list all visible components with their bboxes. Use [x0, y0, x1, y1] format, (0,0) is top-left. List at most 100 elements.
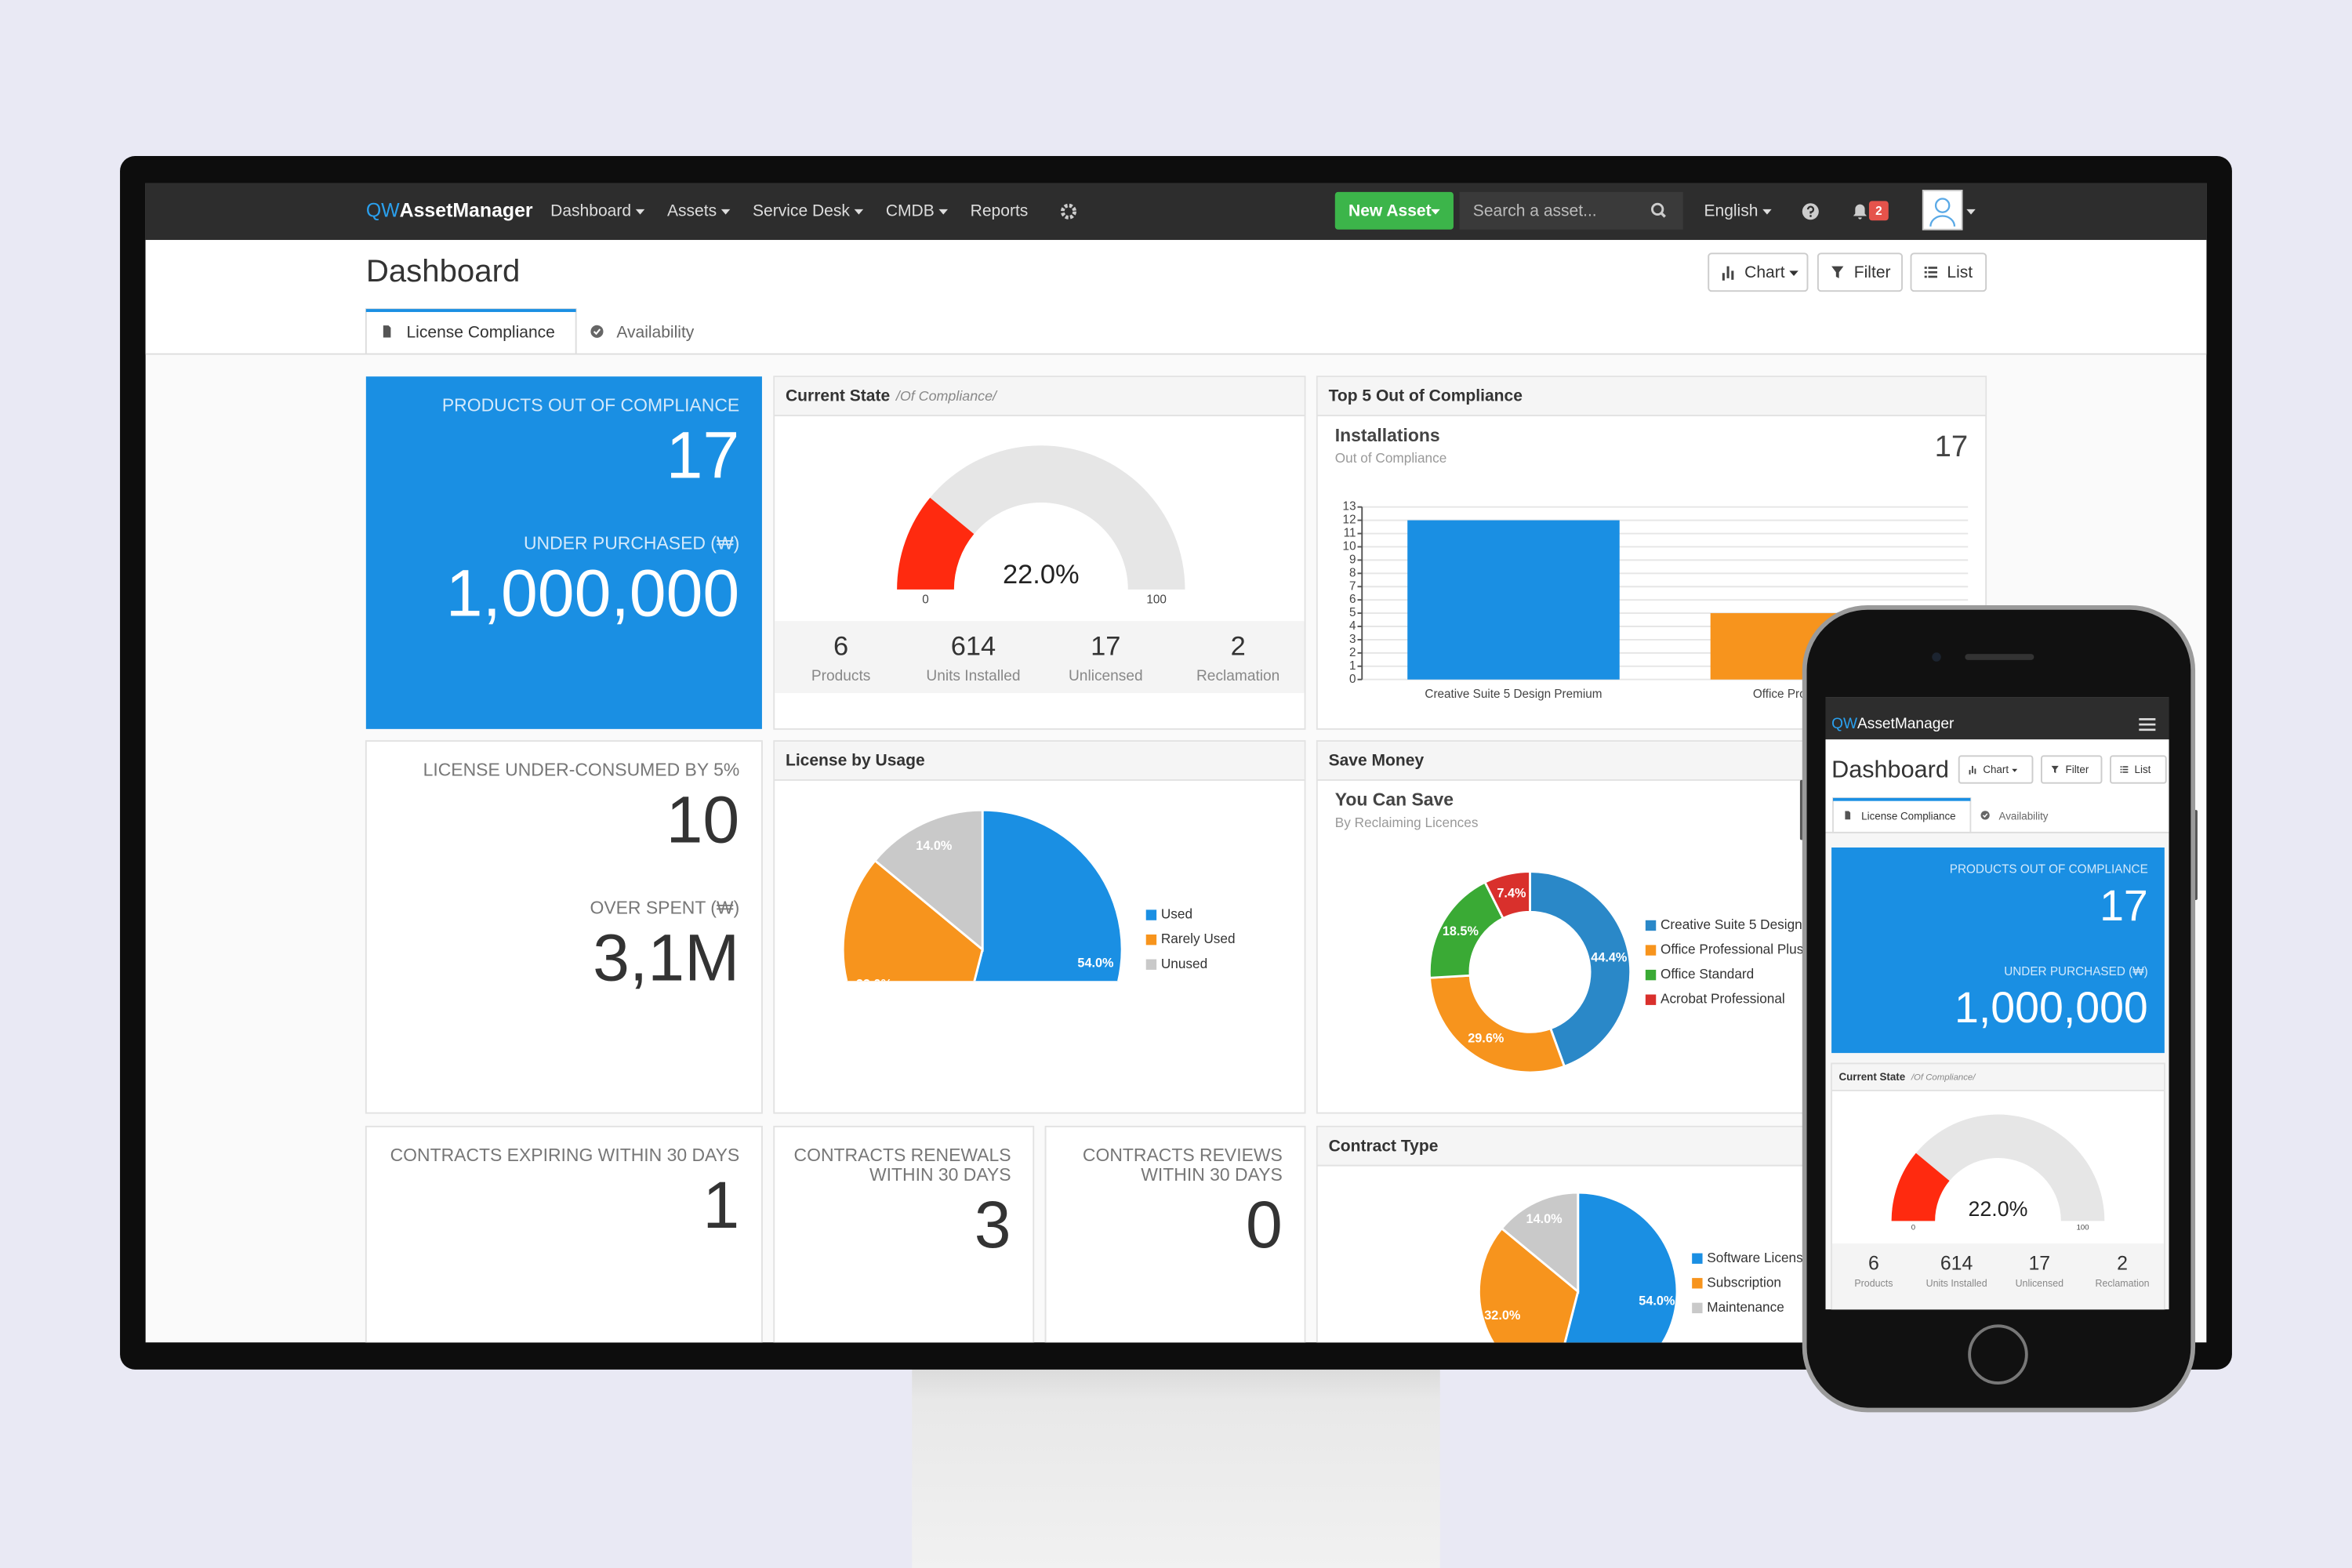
- slice-label: 44.4%: [1591, 950, 1628, 964]
- legend-swatch: [1145, 909, 1157, 920]
- legend-label: Rarely Used: [1161, 931, 1236, 946]
- kpi-value: 17: [666, 419, 740, 492]
- avatar[interactable]: [1922, 190, 1963, 230]
- toolbar-button[interactable]: [2110, 755, 2167, 784]
- check-icon: [593, 328, 601, 336]
- bell-icon[interactable]: [1853, 204, 1867, 220]
- caret-icon: [938, 209, 948, 215]
- nav-menu-item[interactable]: CMDB: [886, 201, 935, 220]
- panel-header: [775, 742, 1305, 781]
- stat-label: Units Installed: [926, 668, 1020, 684]
- y-tick-label: 10: [1343, 540, 1356, 554]
- new-asset-button[interactable]: [1334, 191, 1454, 230]
- toolbar-button[interactable]: [1910, 252, 1987, 292]
- phone-home-button[interactable]: [1968, 1324, 2028, 1385]
- y-tick-label: 11: [1344, 527, 1356, 540]
- list-icon: [2120, 766, 2122, 768]
- gauge-tick-label: 0: [1911, 1224, 1915, 1232]
- stat-value: 2: [1231, 632, 1246, 662]
- notification-badge: [1868, 201, 1889, 221]
- list-icon: [2122, 771, 2129, 773]
- panel-heading: Installations: [1335, 425, 1440, 445]
- legend-swatch: [1645, 920, 1657, 931]
- help-icon: [1806, 205, 1815, 214]
- menu-icon[interactable]: [2139, 728, 2156, 731]
- kpi-label: LICENSE UNDER-CONSUMED BY 5%: [423, 759, 740, 779]
- stat-value: 2: [2117, 1252, 2128, 1274]
- kpi-value: 10: [666, 783, 740, 857]
- notification-count: 2: [1875, 205, 1882, 218]
- legend-label: Subscription: [1707, 1274, 1781, 1290]
- pie-slice: [1529, 870, 1632, 1069]
- brand-name: AssetManager: [400, 199, 533, 221]
- list-icon: [1924, 270, 1927, 274]
- pie-slice: [1563, 1191, 1679, 1343]
- gauge-track: [1891, 1114, 2105, 1221]
- legend-label: Office Standard: [1661, 966, 1754, 982]
- kpi-value: 1,000,000: [446, 557, 739, 630]
- legend-label: Unused: [1161, 956, 1207, 971]
- panel-title: Current State: [786, 387, 890, 405]
- y-tick-label: 2: [1349, 646, 1356, 659]
- search-box[interactable]: [1459, 191, 1683, 230]
- toolbar-button[interactable]: [2040, 755, 2103, 784]
- desktop-screen: QW AssetManager Dashboard Assets Service Des…: [145, 183, 2207, 1343]
- toolbar-button[interactable]: [1958, 755, 2034, 784]
- kpi-value: 17: [2100, 881, 2148, 930]
- kpi-card: [365, 376, 762, 729]
- kpi-card: [365, 1125, 763, 1343]
- list-icon: [1924, 275, 1927, 278]
- search-placeholder: Search a asset...: [1473, 201, 1597, 220]
- toolbar-button[interactable]: [1817, 252, 1903, 292]
- kpi-label: CONTRACTS EXPIRING WITHIN 30 DAYS: [390, 1145, 740, 1165]
- slice-label: 14.0%: [916, 839, 953, 853]
- page-title: Dashboard: [1831, 757, 1949, 783]
- legend-swatch: [1645, 945, 1657, 956]
- stat-label: Units Installed: [1926, 1278, 1987, 1289]
- kpi-card: [1044, 1125, 1306, 1343]
- y-tick-label: 4: [1349, 619, 1356, 633]
- nav-menu-item[interactable]: Dashboard: [550, 201, 631, 220]
- caret-icon: [1966, 209, 1976, 215]
- kpi-label: WITHIN 30 DAYS: [1141, 1164, 1283, 1185]
- y-tick-label: 8: [1349, 566, 1356, 579]
- chart-icon: [1969, 770, 1971, 775]
- toolbar-button-label: List: [1947, 263, 1973, 281]
- legend-swatch: [1645, 969, 1657, 981]
- panel-title: Save Money: [1329, 752, 1425, 770]
- brand-name: AssetManager: [1857, 716, 1955, 732]
- pie-slice: [1483, 870, 1531, 920]
- check-icon: [1982, 813, 1988, 818]
- pie-slice: [973, 808, 1123, 982]
- stat-value: 6: [833, 632, 848, 662]
- slice-label: 54.0%: [1639, 1294, 1675, 1308]
- kpi-label: PRODUCTS OUT OF COMPLIANCE: [442, 395, 739, 416]
- legend-label: Acrobat Professional: [1661, 991, 1785, 1007]
- slice-label: 18.5%: [1443, 924, 1479, 938]
- toolbar-button[interactable]: [1708, 252, 1809, 292]
- monitor-stand: [912, 1357, 1440, 1568]
- kpi-label: CONTRACTS REVIEWS: [1083, 1145, 1283, 1165]
- list-icon: [1928, 267, 1937, 269]
- language-menu[interactable]: English: [1704, 201, 1758, 220]
- kpi-label: UNDER PURCHASED (₩): [2004, 965, 2148, 978]
- toolbar-button-label: Chart: [1744, 263, 1785, 281]
- nav-menu-item[interactable]: Reports: [971, 201, 1029, 220]
- slice-label: 32.0%: [1484, 1308, 1521, 1323]
- nav-menu-item[interactable]: Service Desk: [753, 201, 850, 220]
- menu-icon[interactable]: [2139, 718, 2156, 720]
- slice-label: 14.0%: [1526, 1212, 1563, 1226]
- menu-icon[interactable]: [2139, 723, 2156, 726]
- settings-icon[interactable]: [1060, 203, 1077, 220]
- kpi-label: WITHIN 30 DAYS: [869, 1164, 1011, 1185]
- bar: [1407, 520, 1620, 680]
- panel-subtitle: /Of Compliance/: [895, 388, 998, 404]
- toolbar-button-label: Chart: [1983, 764, 2009, 775]
- chart-icon: [1722, 273, 1725, 281]
- nav-menu-item[interactable]: Assets: [667, 201, 717, 220]
- slice-label: 54.0%: [1077, 956, 1114, 971]
- kpi-value: 0: [1246, 1188, 1283, 1261]
- panel-title: Contract Type: [1329, 1137, 1439, 1155]
- legend-label: Office Professional Plus: [1661, 942, 1803, 957]
- kpi-label: OVER SPENT (₩): [590, 898, 739, 918]
